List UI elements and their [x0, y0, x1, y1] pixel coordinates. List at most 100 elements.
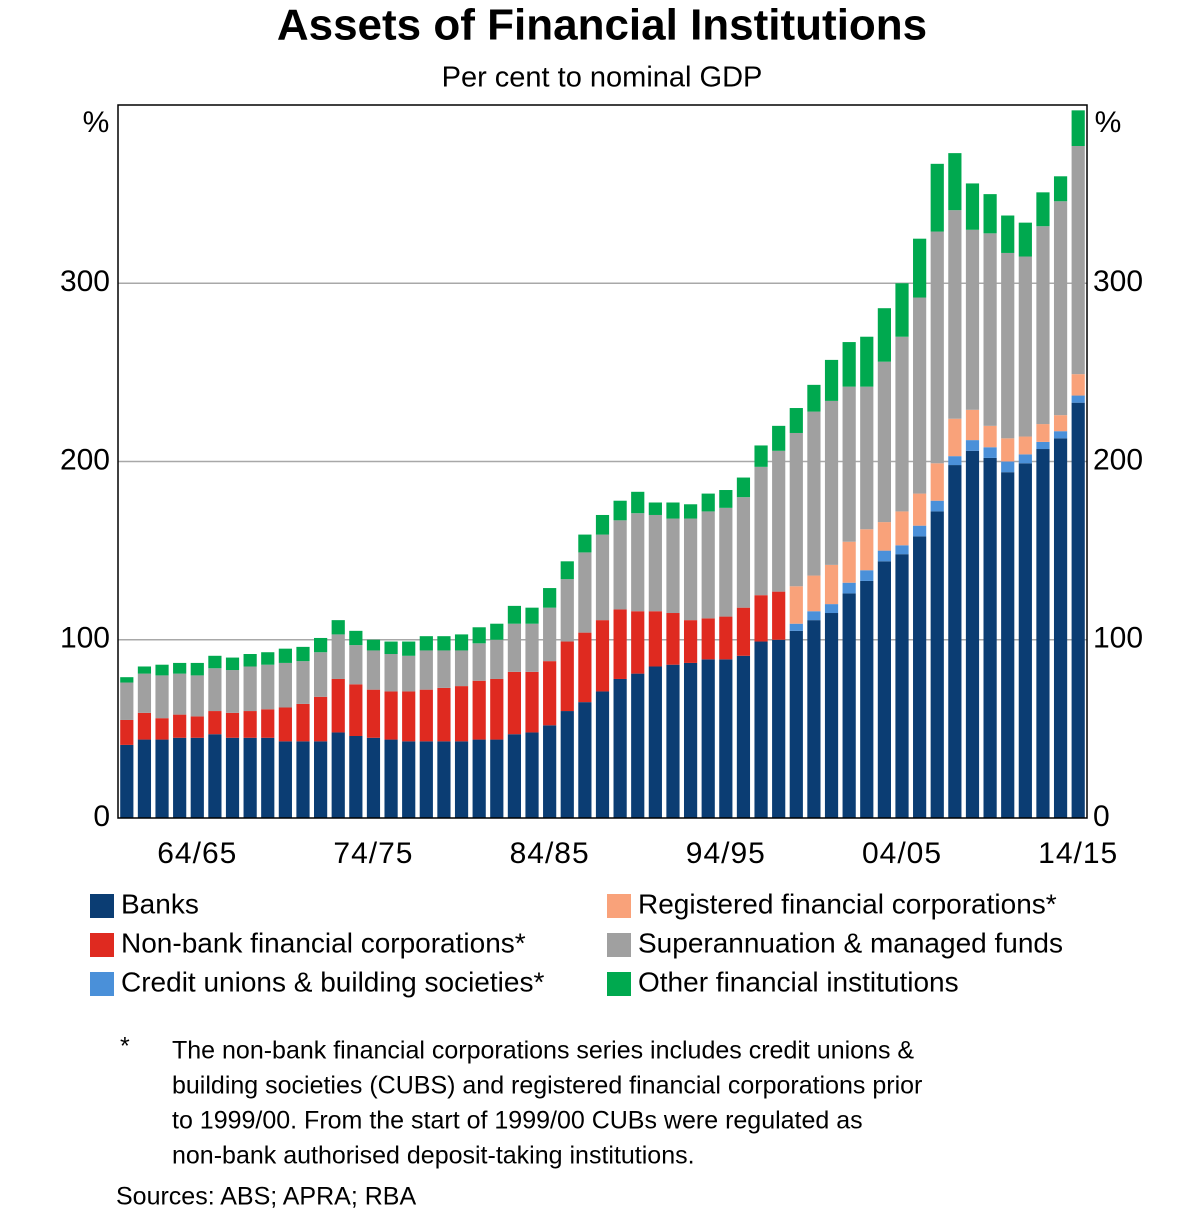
bar-segment [578, 702, 592, 818]
bar-segment [137, 739, 152, 818]
bar-segment [402, 741, 416, 818]
bar-segment [1071, 395, 1085, 403]
bar-segment [155, 718, 169, 740]
bar-segment [895, 554, 909, 818]
bar-segment [824, 564, 839, 605]
bar-segment [842, 593, 856, 818]
bar-segment [543, 588, 557, 608]
y2-tick-label: 300 [1093, 265, 1143, 298]
bar-segment [384, 641, 398, 655]
bar-segment [507, 605, 522, 624]
bar-segment [261, 709, 275, 738]
legend-label: Other financial institutions [638, 966, 959, 997]
bar-segment [1036, 449, 1050, 818]
bar-segment [1053, 201, 1068, 416]
bar-segment [578, 534, 592, 553]
bar-segment [613, 609, 627, 679]
bar-segment [683, 662, 698, 818]
bar-segment [895, 283, 909, 337]
bar-segment [243, 711, 257, 738]
bar-segment [507, 623, 522, 672]
legend-label: Non-bank financial corporations* [121, 927, 526, 958]
bar-segment [701, 493, 715, 512]
bar-segment [860, 570, 874, 581]
bar-segment [772, 591, 786, 640]
bar-segment [948, 465, 962, 818]
legend-swatch [90, 972, 114, 996]
bar-segment [331, 620, 345, 635]
bar-segment [1036, 441, 1050, 450]
x-tick-label: 74/75 [333, 837, 413, 870]
bar-segment [595, 691, 610, 818]
bar-segment [1053, 176, 1068, 202]
legend-swatch [90, 894, 114, 918]
y2-tick-label: 0 [1093, 800, 1110, 833]
bar-segment [824, 604, 839, 614]
bar-segment [913, 536, 927, 818]
bar-segment [419, 650, 433, 690]
bar-segment [930, 500, 944, 512]
bar-segment [1001, 215, 1015, 253]
bar-segment [877, 361, 891, 523]
bar-segment [983, 233, 997, 426]
bar-segment [1036, 192, 1050, 227]
bar-segment [331, 732, 345, 818]
bar-segment [120, 719, 134, 745]
bar-segment [913, 297, 927, 494]
bar-segment [543, 607, 557, 662]
bar-segment [384, 691, 398, 740]
bar-segment [173, 714, 187, 738]
bar-segment [578, 632, 592, 703]
bar-segment [913, 493, 927, 526]
bar-segment [349, 736, 363, 818]
bar-segment [683, 518, 698, 621]
bar-segment [155, 664, 169, 676]
bar-segment [190, 662, 204, 676]
legend-label: Registered financial corporations* [638, 888, 1057, 919]
bar-segment [1036, 226, 1050, 425]
bar-segment [701, 618, 715, 660]
bar-segment [278, 741, 292, 818]
bar-segment [913, 525, 927, 537]
bar-segment [525, 671, 539, 733]
bar-segment [877, 561, 891, 818]
bar-segment [965, 450, 980, 818]
bar-segment [225, 657, 240, 671]
bar-segment [683, 620, 698, 663]
bar-segment [490, 639, 504, 679]
bar-segment [1018, 222, 1032, 257]
bar-segment [1018, 256, 1032, 437]
bar-segment [1071, 110, 1085, 146]
bar-segment [948, 210, 962, 419]
x-tick-label: 64/65 [157, 837, 237, 870]
bar-segment [1053, 415, 1068, 432]
bar-segment [1001, 472, 1015, 818]
bar-segment [560, 641, 574, 712]
bar-segment [120, 682, 134, 720]
bar-segment [595, 514, 610, 535]
bar-segment [613, 500, 627, 521]
bar-segment [719, 616, 733, 660]
bar-segment [454, 741, 469, 818]
bar-segment [366, 689, 381, 738]
bar-segment [296, 661, 310, 704]
bar-segment [1001, 252, 1015, 439]
bar-segment [349, 630, 363, 646]
bar-segment [895, 336, 909, 512]
bar-segment [419, 636, 433, 651]
bar-segment [842, 386, 856, 542]
bar-segment [490, 678, 504, 740]
bar-segment [366, 737, 381, 818]
bar-segment [648, 611, 662, 667]
bar-segment [701, 511, 715, 619]
bar-segment [824, 359, 839, 401]
bar-segment [983, 457, 997, 818]
bar-segment [772, 425, 786, 451]
bar-segment [772, 450, 786, 592]
bar-segment [331, 634, 345, 679]
bar-segment [860, 336, 874, 387]
bar-segment [120, 744, 134, 818]
sources: Sources: ABS; APRA; RBA [116, 1183, 416, 1211]
bar-segment [1018, 454, 1032, 464]
